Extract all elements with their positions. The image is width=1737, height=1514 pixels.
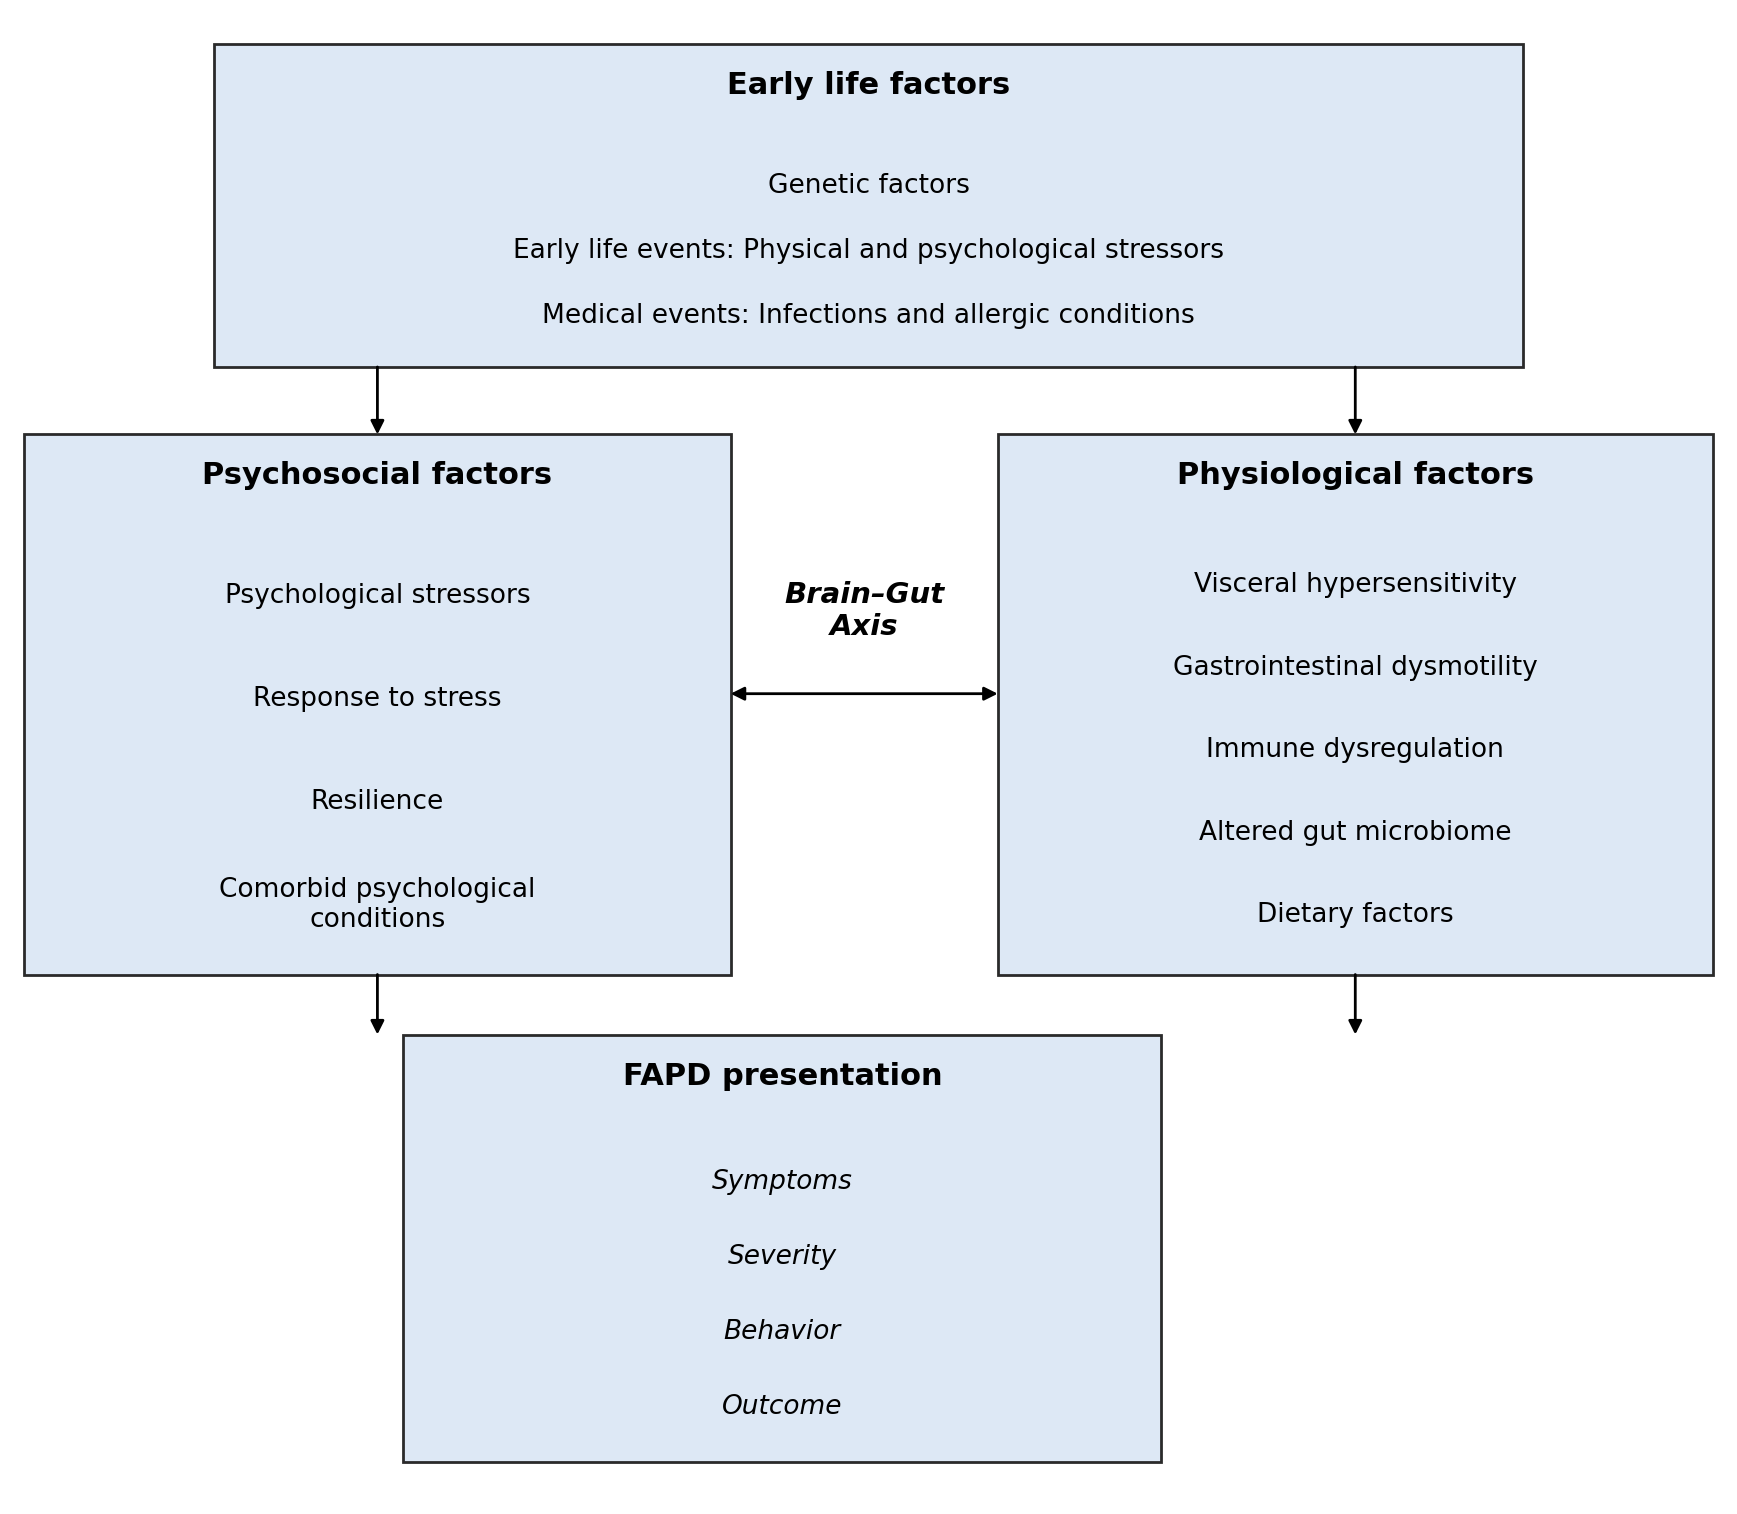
Bar [24, 435, 731, 975]
Text: Comorbid psychological
conditions: Comorbid psychological conditions [219, 877, 535, 933]
Text: Outcome: Outcome [723, 1393, 842, 1420]
Text: Resilience: Resilience [311, 789, 445, 815]
Text: Genetic factors: Genetic factors [768, 174, 969, 200]
Text: Severity: Severity [728, 1243, 837, 1270]
Text: Medical events: Infections and allergic conditions: Medical events: Infections and allergic … [542, 303, 1195, 330]
Bar [403, 1034, 1162, 1463]
Text: Visceral hypersensitivity: Visceral hypersensitivity [1193, 572, 1516, 598]
Bar [214, 44, 1523, 366]
Text: Response to stress: Response to stress [254, 686, 502, 712]
Text: Physiological factors: Physiological factors [1176, 462, 1534, 491]
Text: Gastrointestinal dysmotility: Gastrointestinal dysmotility [1172, 654, 1537, 681]
Text: FAPD presentation: FAPD presentation [622, 1061, 941, 1090]
Text: Early life events: Physical and psychological stressors: Early life events: Physical and psycholo… [512, 239, 1225, 265]
Text: Psychosocial factors: Psychosocial factors [201, 462, 552, 491]
Text: Symptoms: Symptoms [712, 1169, 853, 1195]
Text: Psychological stressors: Psychological stressors [224, 583, 530, 609]
Text: Behavior: Behavior [724, 1319, 841, 1344]
Text: Early life factors: Early life factors [726, 71, 1011, 100]
Bar [997, 435, 1713, 975]
Text: Immune dysregulation: Immune dysregulation [1205, 737, 1504, 763]
Text: Dietary factors: Dietary factors [1258, 902, 1454, 928]
Text: Altered gut microbiome: Altered gut microbiome [1199, 819, 1511, 846]
Text: Brain–Gut
Axis: Brain–Gut Axis [783, 581, 945, 642]
